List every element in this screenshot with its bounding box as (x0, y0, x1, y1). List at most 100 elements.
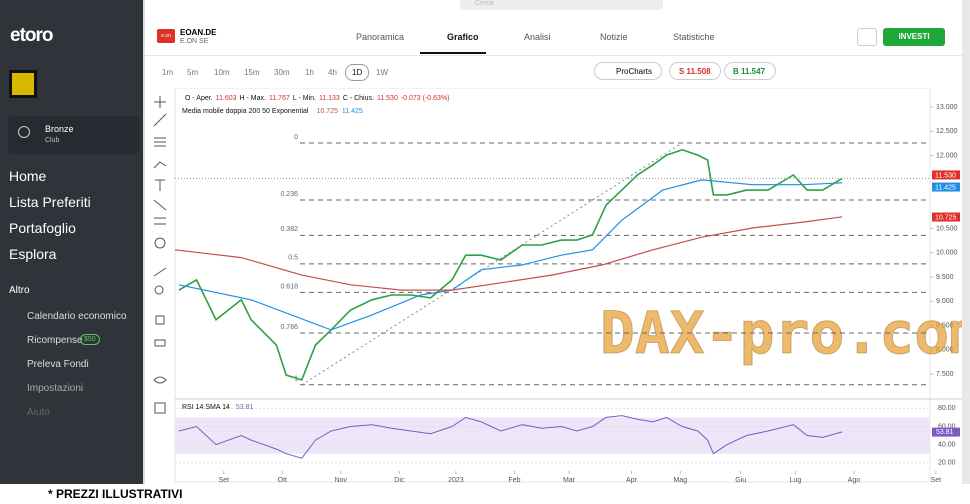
x-tick-label: Mar (563, 477, 576, 484)
logo[interactable]: etoro (10, 25, 53, 46)
x-tick-label: Lug (790, 477, 802, 484)
tool[interactable] (153, 113, 167, 127)
price-tag-label: 11.425 (935, 184, 956, 191)
ma-info: Media mobile doppia 200 50 Exponential 10… (182, 108, 363, 115)
y-tick-label: 7.500 (936, 371, 954, 378)
info-change: -0.073 (-0.63%) (401, 95, 450, 102)
fib-label: 0 (294, 134, 298, 141)
rsi-tag-label: 53.81 (936, 429, 954, 436)
info-open-label: O - Aper. (185, 95, 213, 102)
tab[interactable]: Grafico (447, 32, 479, 42)
y-tick-label: 10.000 (936, 250, 958, 257)
timeframe[interactable]: 4h (328, 68, 337, 77)
tool[interactable] (154, 339, 166, 347)
plot-border (174, 88, 931, 483)
header (145, 20, 962, 56)
x-tick-label: Dic (394, 477, 405, 484)
timeframe[interactable]: 1W (376, 68, 388, 77)
avatar[interactable] (9, 70, 37, 98)
timeframe[interactable]: 10m (214, 68, 230, 77)
tool[interactable] (153, 267, 167, 277)
tool[interactable] (155, 179, 165, 191)
timeframe[interactable]: 5m (187, 68, 199, 77)
info-high-label: H - Max. (240, 95, 267, 102)
y-tick-label: 12.000 (936, 152, 958, 159)
tab[interactable]: Statistiche (673, 32, 715, 42)
rsi-tag (932, 427, 960, 437)
info-open: 11.603 (216, 95, 237, 102)
x-tick-label: Feb (508, 477, 520, 484)
tool[interactable] (155, 315, 165, 325)
tool[interactable] (154, 237, 166, 249)
procharts-button[interactable]: ProCharts (594, 62, 662, 80)
tab[interactable]: Panoramica (356, 32, 405, 42)
nav-item[interactable]: Esplora (9, 246, 57, 262)
y-tick-label: 10.500 (936, 225, 958, 232)
tool[interactable] (154, 285, 164, 295)
price-tag (932, 182, 960, 192)
x-tick-label: Mag (673, 477, 687, 484)
symbol: EOAN.DE (180, 28, 217, 37)
link[interactable]: Aiuto (27, 407, 50, 418)
link[interactable]: Ricompense (27, 335, 83, 346)
divider (143, 0, 145, 484)
club-sub: Club (45, 137, 60, 144)
timeframe[interactable]: 30m (274, 68, 290, 77)
tab[interactable]: Notizie (600, 32, 628, 42)
rsi-band (175, 417, 930, 454)
watch-button[interactable] (857, 28, 877, 46)
drawing-tools (153, 96, 167, 414)
info-close-label: C - Chius. (343, 95, 374, 102)
rsi-tick-label: 80.00 (938, 405, 956, 412)
price-tag (932, 212, 960, 222)
nav-item[interactable]: Portafoglio (9, 220, 76, 236)
invest-button[interactable]: INVESTI (883, 28, 945, 46)
timeframe[interactable]: 1h (305, 68, 314, 77)
y-tick-label: 9.000 (936, 298, 954, 305)
tool[interactable] (154, 96, 166, 108)
search[interactable]: Cerca (460, 0, 663, 10)
tool[interactable] (154, 137, 166, 147)
link[interactable]: Impostazioni (27, 383, 84, 394)
x-tick-label: Set (931, 477, 942, 484)
info-close: 11.530 (377, 95, 398, 102)
sell-button[interactable]: S 11.508 (669, 62, 721, 80)
timeframe[interactable]: 1m (162, 68, 174, 77)
ma-label: Media mobile doppia 200 50 Exponential (182, 108, 309, 115)
link[interactable]: Calendario economico (27, 311, 127, 322)
tool[interactable] (153, 376, 167, 384)
tab[interactable]: Analisi (524, 32, 551, 42)
rsi-info: RSI 14 SMA 14 53.81 (182, 404, 253, 411)
club-card[interactable]: Bronze Club (8, 116, 139, 154)
x-tick-label: Set (219, 477, 230, 484)
x-tick-label: Apr (626, 477, 638, 484)
badge: $50 (80, 334, 100, 345)
timeframe[interactable]: 1D (345, 64, 370, 81)
rsi-tick-label: 60.00 (938, 423, 956, 430)
timeframe[interactable]: 15m (244, 68, 260, 77)
tool[interactable] (153, 199, 167, 211)
link[interactable]: Preleva Fondi (27, 359, 89, 370)
buy-button[interactable]: B 11.547 (724, 62, 776, 80)
nav-item[interactable]: Lista Preferiti (9, 194, 91, 210)
x-tick-label: Nov (335, 477, 348, 484)
rsi-label: RSI 14 SMA 14 (182, 404, 230, 411)
x-tick-label: Ago (848, 477, 861, 484)
price-tag (932, 170, 960, 180)
ma-value: 10.725 (316, 108, 338, 115)
fib-label: 0.236 (280, 191, 298, 198)
y-tick-label: 13.000 (936, 104, 958, 111)
info-low: 11.133 (319, 95, 340, 102)
instrument-name: E.ON SE (180, 38, 209, 45)
fib-label: 1 (294, 376, 298, 383)
tool[interactable] (153, 161, 167, 169)
fib-label: 0.382 (280, 226, 298, 233)
ma-value: 11.425 (342, 108, 363, 115)
ohlc-info: O - Aper. 11.603 H - Max. 11.767 L - Min. 11.… (185, 95, 449, 102)
tool[interactable] (154, 217, 166, 225)
club-title: Bronze (45, 124, 74, 134)
tool[interactable] (154, 402, 166, 414)
y-tick-label: 9.500 (936, 274, 954, 281)
rsi-value: 53.81 (236, 404, 254, 411)
nav-item[interactable]: Home (9, 168, 47, 184)
